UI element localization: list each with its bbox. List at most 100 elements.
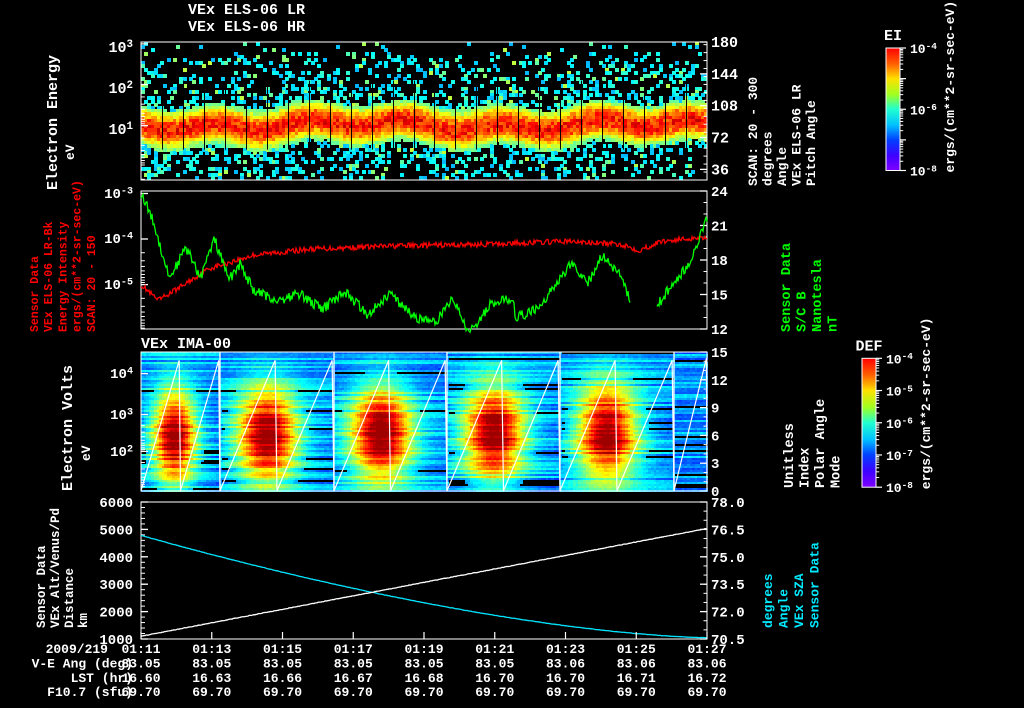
svg-text:Energy Intensity: Energy Intensity xyxy=(57,221,70,332)
svg-text:83.05: 83.05 xyxy=(404,656,443,671)
svg-text:3: 3 xyxy=(711,457,719,473)
svg-text:Index: Index xyxy=(799,447,814,488)
svg-text:15: 15 xyxy=(711,289,728,305)
svg-text:108: 108 xyxy=(711,99,738,116)
svg-text:36: 36 xyxy=(711,162,729,179)
svg-text:76.5: 76.5 xyxy=(711,523,745,539)
svg-text:01:11: 01:11 xyxy=(121,642,160,657)
svg-text:Angle: Angle xyxy=(777,589,792,628)
svg-text:10-6: 10-6 xyxy=(910,102,937,118)
svg-text:102: 102 xyxy=(110,445,133,461)
svg-text:Pitch Angle: Pitch Angle xyxy=(804,100,819,186)
svg-text:V-E Ang (deg): V-E Ang (deg) xyxy=(32,656,133,671)
svg-text:16.71: 16.71 xyxy=(617,671,656,686)
svg-text:degrees: degrees xyxy=(761,131,776,186)
svg-text:69.70: 69.70 xyxy=(617,685,656,700)
svg-text:21: 21 xyxy=(711,220,728,236)
svg-text:10-3: 10-3 xyxy=(104,187,133,203)
svg-text:ergs/(cm**2-sr-sec-eV): ergs/(cm**2-sr-sec-eV) xyxy=(943,1,958,173)
svg-text:16.70: 16.70 xyxy=(546,671,585,686)
svg-text:10-6: 10-6 xyxy=(886,416,913,432)
svg-text:69.70: 69.70 xyxy=(263,685,302,700)
svg-text:83.06: 83.06 xyxy=(617,656,656,671)
svg-text:69.70: 69.70 xyxy=(687,685,726,700)
svg-text:69.70: 69.70 xyxy=(192,685,231,700)
svg-text:16.60: 16.60 xyxy=(121,671,160,686)
svg-text:VEx ELS-06 LR: VEx ELS-06 LR xyxy=(790,84,805,186)
svg-text:83.05: 83.05 xyxy=(475,656,514,671)
svg-text:10-8: 10-8 xyxy=(886,480,913,496)
svg-text:72.0: 72.0 xyxy=(711,606,745,622)
svg-text:Angle: Angle xyxy=(775,147,790,186)
svg-text:83.06: 83.06 xyxy=(546,656,585,671)
svg-text:VEx Alt/Venus/Pd: VEx Alt/Venus/Pd xyxy=(49,508,63,628)
svg-text:103: 103 xyxy=(109,39,134,57)
svg-text:SCAN: 20 - 150: SCAN: 20 - 150 xyxy=(86,235,99,332)
svg-text:01:19: 01:19 xyxy=(404,642,443,657)
svg-text:degrees: degrees xyxy=(761,573,776,628)
svg-text:6: 6 xyxy=(711,429,719,445)
svg-text:eV: eV xyxy=(79,445,94,461)
svg-text:Sensor Data: Sensor Data xyxy=(35,545,49,628)
svg-text:Electron Volts: Electron Volts xyxy=(60,365,77,491)
svg-text:Polar Angle: Polar Angle xyxy=(814,399,829,488)
svg-text:DEF: DEF xyxy=(855,338,882,355)
svg-text:Unitless: Unitless xyxy=(783,423,798,488)
svg-text:12: 12 xyxy=(711,374,728,390)
svg-text:83.05: 83.05 xyxy=(192,656,231,671)
svg-text:83.05: 83.05 xyxy=(263,656,302,671)
svg-text:4000: 4000 xyxy=(99,551,133,567)
svg-text:01:25: 01:25 xyxy=(617,642,656,657)
svg-text:ergs/(cm**2-sr-sec-eV): ergs/(cm**2-sr-sec-eV) xyxy=(72,180,85,332)
svg-text:10-8: 10-8 xyxy=(910,163,937,179)
svg-text:F10.7 (sfu): F10.7 (sfu) xyxy=(47,685,133,700)
svg-text:15: 15 xyxy=(711,346,728,362)
svg-text:ergs/(cm**2-sr-sec-eV): ergs/(cm**2-sr-sec-eV) xyxy=(919,318,934,490)
svg-text:83.05: 83.05 xyxy=(121,656,160,671)
svg-text:nT: nT xyxy=(827,316,842,332)
svg-text:01:15: 01:15 xyxy=(263,642,302,657)
svg-text:18: 18 xyxy=(711,254,728,270)
svg-text:10-7: 10-7 xyxy=(886,448,913,464)
svg-text:EI: EI xyxy=(884,28,902,45)
svg-text:16.70: 16.70 xyxy=(475,671,514,686)
svg-text:9: 9 xyxy=(711,402,719,418)
svg-text:10-4: 10-4 xyxy=(104,232,133,248)
svg-text:2009/219: 2009/219 xyxy=(46,642,109,657)
svg-text:69.70: 69.70 xyxy=(475,685,514,700)
svg-text:69.70: 69.70 xyxy=(404,685,443,700)
svg-text:01:17: 01:17 xyxy=(334,642,373,657)
svg-text:104: 104 xyxy=(110,367,133,383)
svg-text:10-4: 10-4 xyxy=(886,351,913,367)
svg-text:75.0: 75.0 xyxy=(711,551,745,567)
svg-text:144: 144 xyxy=(711,67,738,84)
svg-text:3000: 3000 xyxy=(99,578,133,594)
svg-text:01:23: 01:23 xyxy=(546,642,585,657)
svg-text:103: 103 xyxy=(110,408,133,424)
svg-text:16.72: 16.72 xyxy=(687,671,726,686)
svg-text:km: km xyxy=(77,612,91,628)
svg-text:83.05: 83.05 xyxy=(334,656,373,671)
svg-text:5000: 5000 xyxy=(99,523,133,539)
svg-text:83.06: 83.06 xyxy=(687,656,726,671)
svg-text:180: 180 xyxy=(711,35,738,52)
svg-text:Sensor Data: Sensor Data xyxy=(780,243,795,332)
svg-text:Mode: Mode xyxy=(830,456,845,488)
svg-text:01:21: 01:21 xyxy=(475,642,514,657)
svg-text:2000: 2000 xyxy=(99,606,133,622)
svg-text:01:27: 01:27 xyxy=(687,642,726,657)
svg-text:69.70: 69.70 xyxy=(546,685,585,700)
svg-text:16.63: 16.63 xyxy=(192,671,231,686)
svg-text:102: 102 xyxy=(109,80,134,98)
svg-text:78.0: 78.0 xyxy=(711,496,745,512)
svg-text:10-5: 10-5 xyxy=(886,383,913,399)
svg-text:VEx ELS-06 LR-Bk: VEx ELS-06 LR-Bk xyxy=(43,221,56,332)
svg-text:Sensor Data: Sensor Data xyxy=(29,256,42,332)
svg-text:VEx IMA-00: VEx IMA-00 xyxy=(141,336,231,353)
svg-text:Nanotesla: Nanotesla xyxy=(811,259,826,332)
svg-text:VEx SZA: VEx SZA xyxy=(792,573,807,628)
svg-text:101: 101 xyxy=(109,121,134,139)
svg-text:69.70: 69.70 xyxy=(121,685,160,700)
svg-text:S/C B: S/C B xyxy=(796,291,811,332)
svg-text:16.67: 16.67 xyxy=(334,671,373,686)
